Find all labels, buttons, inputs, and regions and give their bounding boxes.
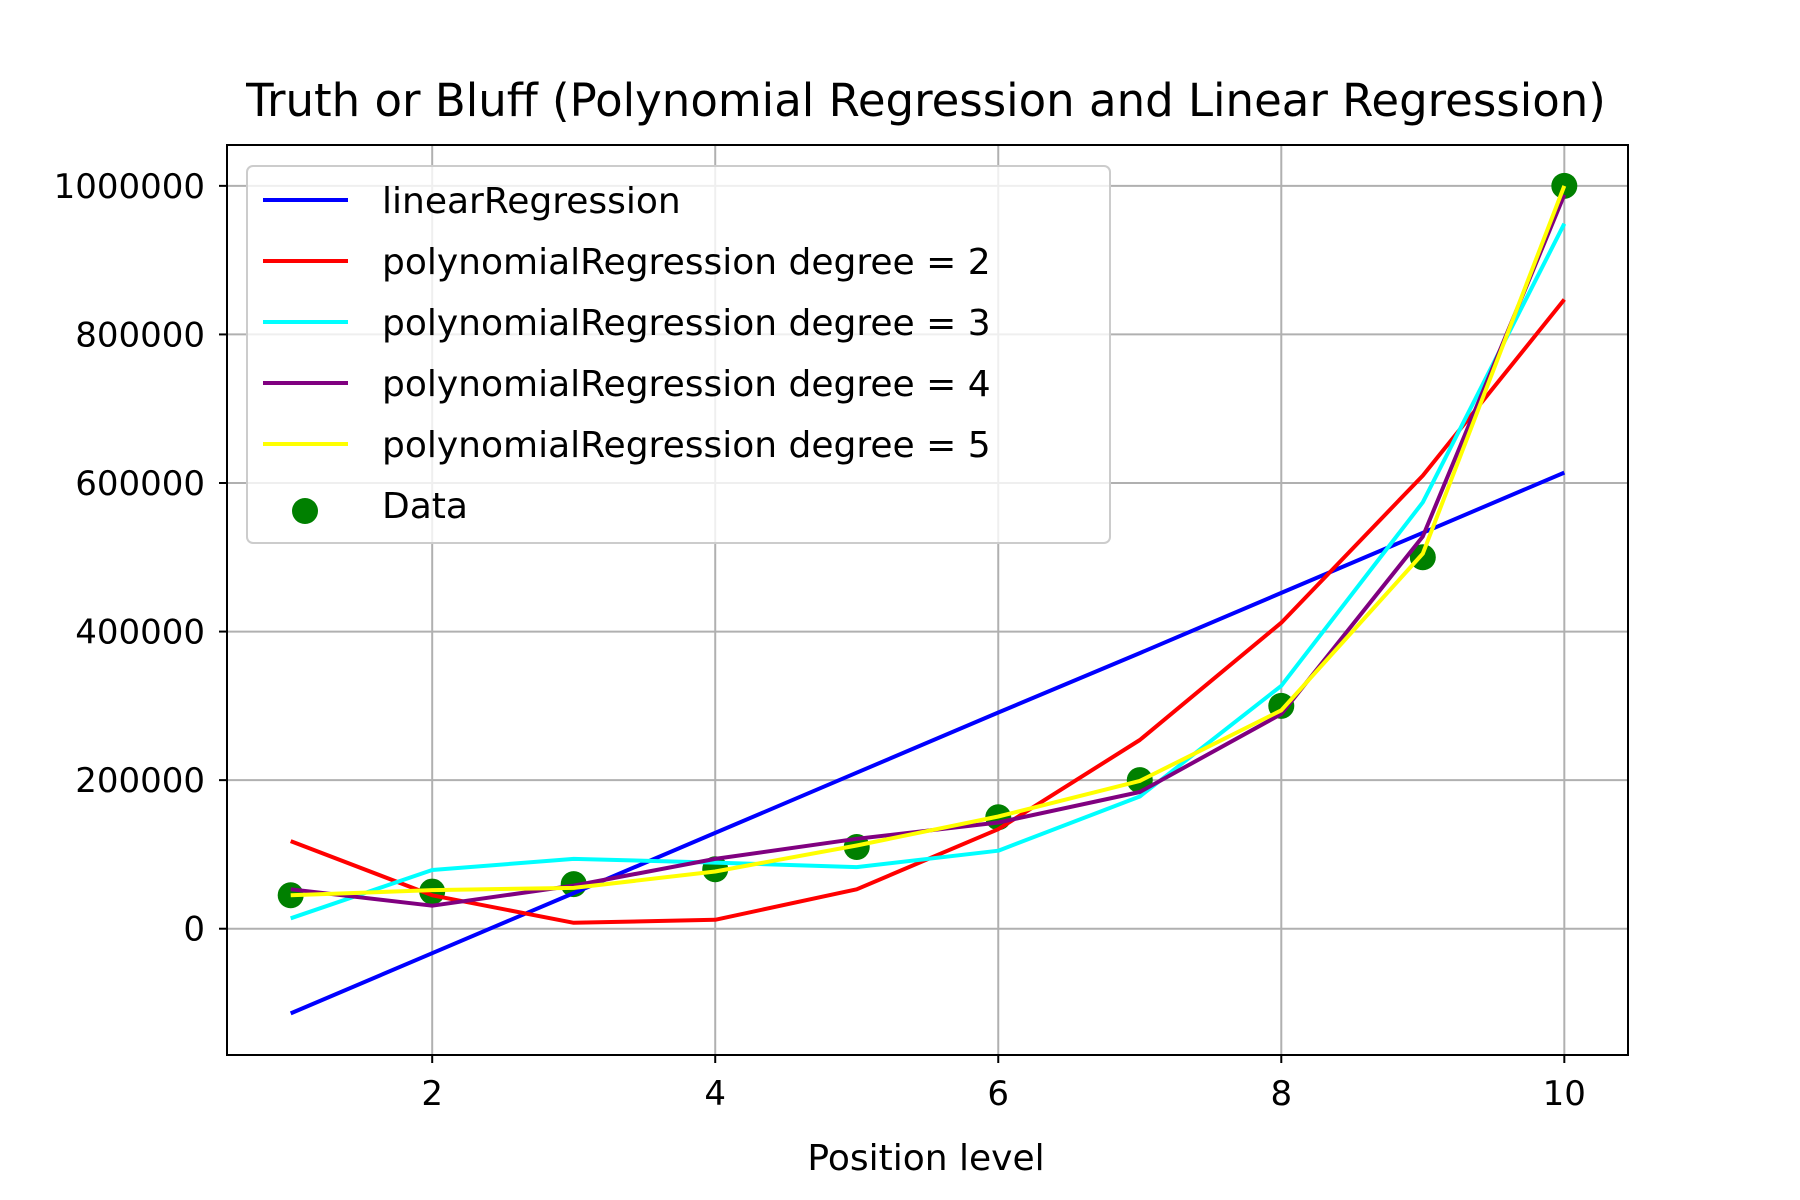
legend-label: polynomialRegression degree = 2 [382,242,991,283]
x-tick-label: 2 [421,1074,443,1114]
x-tick-label: 8 [1270,1074,1292,1114]
x-tick-label: 6 [987,1074,1009,1114]
series-line [289,470,1566,1016]
series-lines [289,185,1567,1016]
y-tick-label: 200000 [75,761,205,801]
legend-label: polynomialRegression degree = 5 [382,425,991,466]
y-tick-label: 1000000 [54,167,205,207]
data-point [1551,172,1578,199]
y-tick-label: 600000 [75,464,205,504]
legend-label: polynomialRegression degree = 4 [382,364,991,405]
y-tick-label: 400000 [75,613,205,653]
legend-label: Data [382,486,468,527]
axis-ticks: 2 4 6 8 10 0 200000 400000 600000 800000 1000000 [54,167,1586,1114]
series-line [290,185,1567,898]
chart-title: Truth or Bluff (Polynomial Regression an… [245,74,1606,127]
x-tick-label: 10 [1543,1074,1586,1114]
legend-marker [292,498,318,524]
plot-frame [226,144,1629,1056]
series-line [290,222,1567,921]
legend-label: polynomialRegression degree = 3 [382,303,991,344]
legend-label: linearRegression [382,181,681,222]
data-point [1409,544,1436,571]
x-axis-label: Position level [807,1138,1044,1179]
y-tick-label: 800000 [75,315,205,355]
y-tick-label: 0 [183,910,205,950]
x-tick-label: 4 [704,1074,726,1114]
legend: linearRegression polynomialRegression deg… [246,165,1111,544]
legend-box [246,165,1111,544]
